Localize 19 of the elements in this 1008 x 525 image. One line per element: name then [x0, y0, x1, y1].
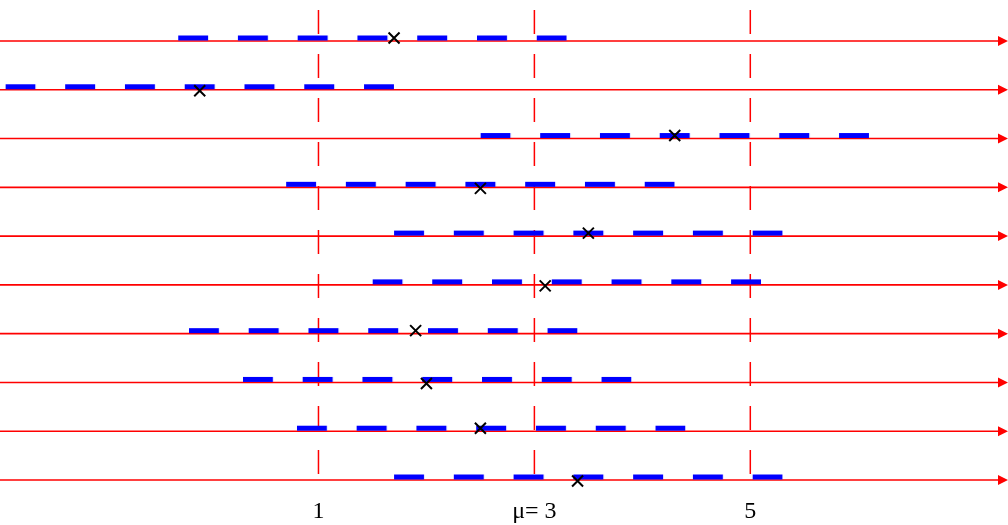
bar	[480, 133, 870, 139]
bar	[178, 35, 567, 41]
bar	[188, 328, 578, 334]
x-tick-label: 1	[312, 497, 325, 523]
bar	[394, 474, 783, 480]
point	[419, 376, 433, 390]
point	[387, 31, 401, 45]
bar	[242, 376, 632, 382]
bar	[286, 181, 675, 187]
x-tick-label: μ= 3	[512, 497, 557, 523]
point	[581, 226, 595, 240]
bar	[5, 84, 395, 90]
x-tick-label: 5	[744, 497, 757, 523]
point	[538, 279, 552, 293]
point	[571, 474, 585, 488]
point	[668, 129, 682, 143]
bar	[394, 230, 783, 236]
bar	[372, 279, 762, 285]
bar	[296, 425, 686, 431]
